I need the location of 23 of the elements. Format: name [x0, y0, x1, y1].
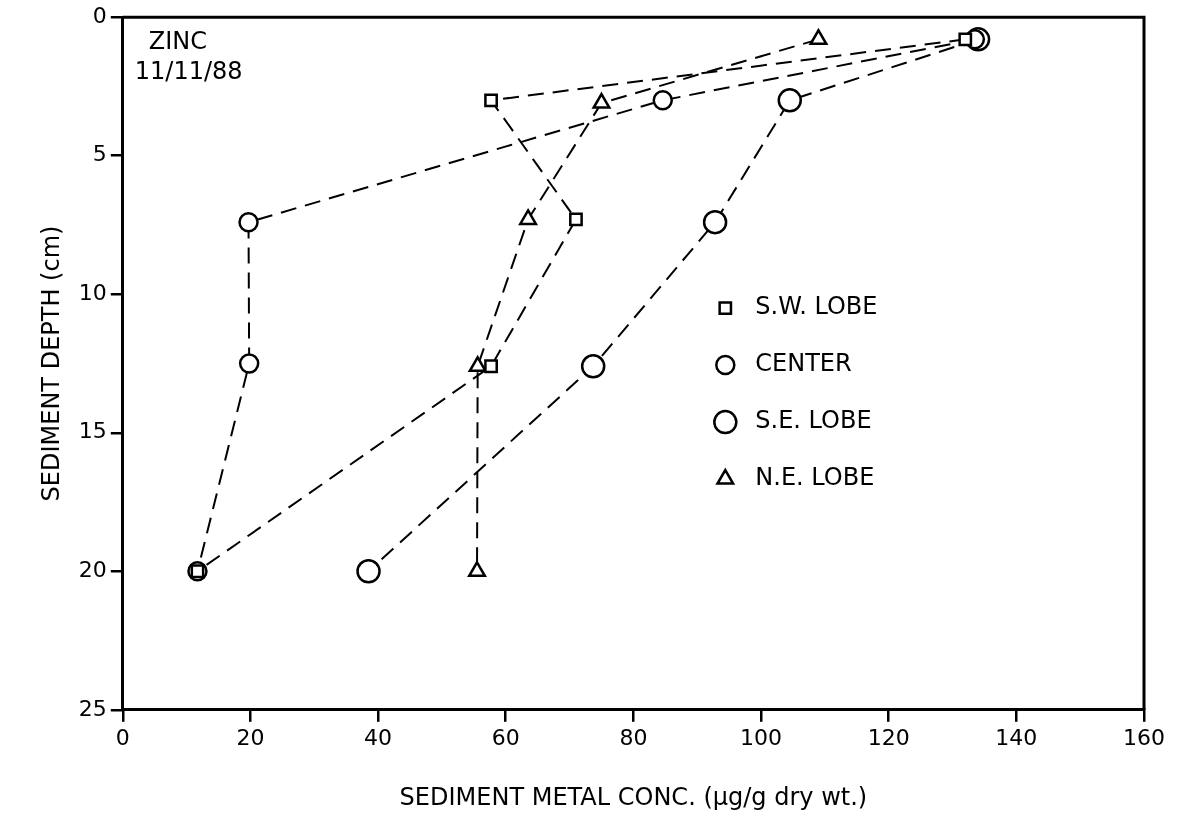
- y-tick-label: 15: [78, 418, 107, 444]
- legend-label: CENTER: [755, 349, 852, 378]
- x-axis-title: SEDIMENT METAL CONC. (µg/g dry wt.): [399, 782, 868, 811]
- legend-label: S.E. LOBE: [755, 406, 872, 435]
- x-tick-label: 20: [236, 724, 265, 750]
- legend-label: S.W. LOBE: [755, 292, 878, 321]
- annotation: ZINC: [148, 27, 208, 56]
- legend-label: N.E. LOBE: [755, 463, 875, 492]
- x-tick-label: 120: [867, 724, 910, 750]
- y-tick-label: 0: [92, 2, 107, 28]
- x-tick-label: 80: [619, 724, 648, 750]
- y-tick-label: 20: [78, 557, 107, 582]
- y-tick-label: 10: [78, 279, 107, 305]
- y-axis-title: SEDIMENT DEPTH (cm): [36, 225, 65, 502]
- annotation: 11/11/88: [134, 57, 243, 86]
- y-tick-label: 5: [92, 141, 107, 167]
- x-tick-label: 140: [995, 724, 1038, 750]
- y-tick-label: 25: [78, 695, 107, 721]
- x-tick-label: 160: [1123, 724, 1165, 750]
- x-tick-label: 60: [491, 724, 520, 750]
- x-tick-label: 0: [115, 724, 130, 750]
- x-tick-label: 100: [740, 724, 783, 750]
- x-tick-label: 40: [364, 724, 393, 750]
